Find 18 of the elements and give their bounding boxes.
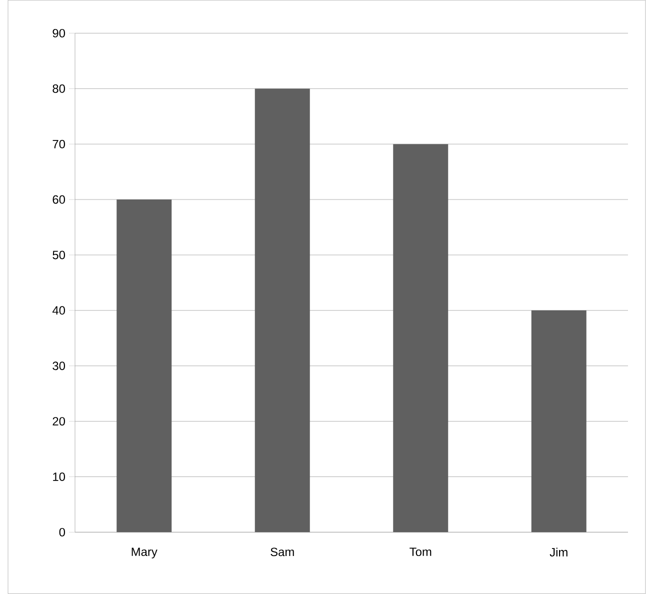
x-tick-label: Jim [550, 548, 568, 556]
bar [116, 199, 172, 532]
x-tick-label: Mary [132, 548, 158, 558]
y-tick-label: 80 [52, 84, 66, 93]
x-tick-label: Tom [410, 548, 432, 556]
bar [531, 310, 586, 532]
y-tick-label: 70 [52, 140, 66, 148]
y-tick-label: 40 [52, 306, 66, 315]
bar [254, 88, 310, 532]
y-tick-label: 50 [52, 250, 66, 260]
y-tick-label: 60 [52, 195, 66, 204]
y-tick-label: 90 [52, 28, 66, 38]
x-tick-label: Sam [270, 548, 294, 556]
y-tick-label: 10 [53, 472, 66, 481]
y-tick-label: 0 [59, 528, 66, 536]
bar [393, 144, 448, 532]
y-tick-label: 20 [52, 416, 66, 426]
y-tick-label: 30 [52, 362, 66, 370]
